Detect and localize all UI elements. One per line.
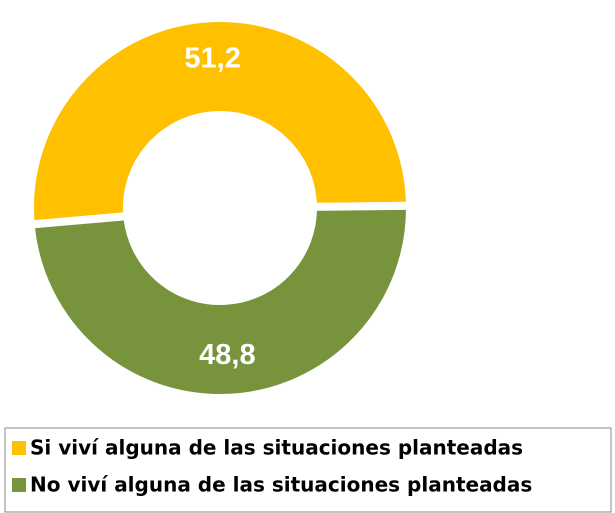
- legend-swatch: [12, 441, 26, 455]
- legend-label: No viví alguna de las situaciones plante…: [30, 473, 532, 497]
- legend-swatch: [12, 478, 26, 492]
- data-label: 51,2: [184, 42, 240, 74]
- donut-slice: [26, 14, 415, 229]
- data-label: 48,8: [199, 339, 255, 371]
- legend-box: [4, 427, 612, 513]
- legend-label: Si viví alguna de las situaciones plante…: [30, 436, 523, 460]
- donut-slice: [26, 201, 414, 402]
